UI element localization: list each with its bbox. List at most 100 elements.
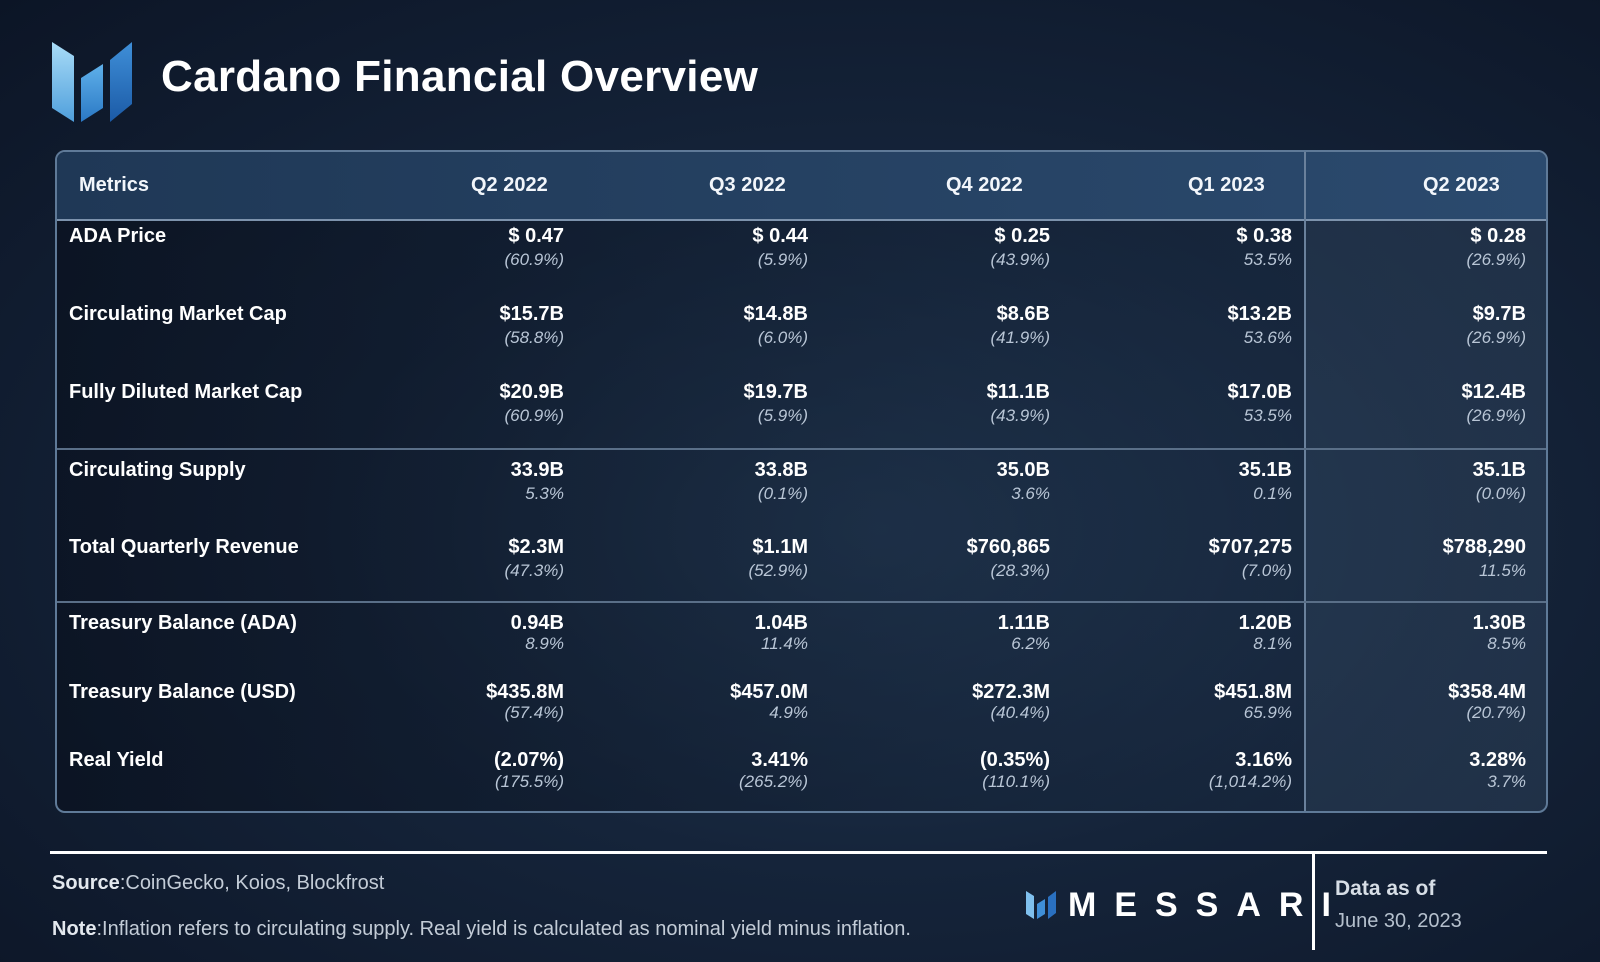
header-q2-2023: Q2 2023	[1423, 174, 1500, 196]
cell-value-q2-2022: $2.3M	[508, 536, 564, 558]
cell-value-q4-2022: $11.1B	[986, 381, 1050, 403]
cell-value-q4-2022: 35.0B	[996, 459, 1050, 481]
cell-change-q2-2022: 5.3%	[525, 484, 564, 503]
cell-value-q2-2022: $20.9B	[499, 381, 565, 403]
cell-change-q3-2022: (0.1%)	[757, 484, 808, 503]
highlight-column	[1306, 219, 1546, 811]
cell-value-q3-2022: 1.04B	[754, 612, 808, 634]
metric-label: Circulating Market Cap	[69, 303, 287, 325]
metric-label: Circulating Supply	[69, 459, 246, 481]
source-line: Source:CoinGecko, Koios, Blockfrost	[52, 872, 384, 895]
cell-change-q4-2022: (28.3%)	[990, 561, 1050, 580]
messari-logo-icon	[52, 42, 132, 122]
cell-value-q2-2023: 35.1B	[1472, 459, 1526, 481]
data-as-of-label: Data as of	[1335, 877, 1436, 900]
column-divider	[1304, 152, 1306, 811]
footer-divider	[50, 851, 1547, 854]
header-q4-2022: Q4 2022	[946, 174, 1023, 196]
header-q1-2023: Q1 2023	[1188, 174, 1265, 196]
cell-change-q2-2023: (26.9%)	[1466, 406, 1526, 425]
cell-value-q3-2022: $457.0M	[730, 681, 808, 703]
cell-value-q3-2022: $ 0.44	[752, 225, 808, 247]
cell-change-q1-2023: 65.9%	[1243, 703, 1292, 722]
cell-change-q2-2023: 11.5%	[1479, 561, 1526, 580]
cell-value-q1-2023: 1.20B	[1238, 612, 1292, 634]
cell-change-q2-2022: (60.9%)	[504, 250, 564, 269]
cell-change-q1-2023: 8.1%	[1253, 634, 1292, 653]
header-q2-2022: Q2 2022	[471, 174, 548, 196]
metric-label: Treasury Balance (USD)	[69, 681, 296, 703]
cell-value-q3-2022: 33.8B	[754, 459, 808, 481]
metric-label: Fully Diluted Market Cap	[69, 381, 303, 403]
cell-value-q2-2023: $9.7B	[1472, 303, 1526, 325]
cell-change-q3-2022: (265.2%)	[739, 772, 808, 791]
cell-value-q4-2022: 1.11B	[997, 612, 1050, 634]
cell-value-q1-2023: $451.8M	[1214, 681, 1292, 703]
cell-value-q3-2022: $1.1M	[752, 536, 808, 558]
cell-change-q2-2022: (58.8%)	[504, 328, 564, 347]
cell-value-q1-2023: $707,275	[1208, 536, 1292, 558]
cell-value-q2-2023: $12.4B	[1461, 381, 1527, 403]
cell-change-q3-2022: 4.9%	[769, 703, 808, 722]
cell-change-q2-2023: (20.7%)	[1466, 703, 1526, 722]
cell-value-q1-2023: $13.2B	[1227, 303, 1293, 325]
cell-change-q2-2023: (0.0%)	[1475, 484, 1526, 503]
messari-small-logo-icon	[1026, 891, 1056, 919]
cell-value-q2-2023: 3.28%	[1469, 749, 1526, 771]
cell-value-q2-2022: 0.94B	[510, 612, 564, 634]
cell-value-q2-2022: (2.07%)	[493, 749, 564, 771]
source-label: Source	[52, 872, 120, 894]
cell-change-q2-2022: (57.4%)	[504, 703, 564, 722]
cell-value-q2-2023: $ 0.28	[1470, 225, 1526, 247]
cell-value-q2-2022: $15.7B	[499, 303, 565, 325]
financial-table: Metrics Q2 2022 Q3 2022 Q4 2022 Q1 2023 …	[55, 150, 1548, 813]
cell-value-q2-2022: $ 0.47	[508, 225, 564, 247]
cell-change-q1-2023: 53.5%	[1243, 250, 1292, 269]
metric-label: Treasury Balance (ADA)	[69, 612, 297, 634]
cell-value-q3-2022: $19.7B	[743, 381, 809, 403]
cell-change-q4-2022: (41.9%)	[990, 328, 1050, 347]
header-q3-2022: Q3 2022	[709, 174, 786, 196]
cell-value-q2-2022: $435.8M	[486, 681, 564, 703]
cell-change-q2-2023: (26.9%)	[1466, 328, 1526, 347]
cell-change-q2-2022: (175.5%)	[495, 772, 564, 791]
cell-change-q2-2022: 8.9%	[525, 634, 564, 653]
cell-value-q4-2022: $272.3M	[972, 681, 1050, 703]
cell-change-q1-2023: (7.0%)	[1241, 561, 1292, 580]
data-as-of-date: June 30, 2023	[1335, 910, 1462, 932]
cell-change-q1-2023: 53.6%	[1243, 328, 1292, 347]
brand-wordmark: MESSARI	[1068, 886, 1349, 924]
note-label: Note	[52, 918, 97, 940]
group-divider	[57, 601, 1546, 603]
cell-change-q4-2022: (43.9%)	[990, 406, 1050, 425]
cell-change-q4-2022: (40.4%)	[990, 703, 1050, 722]
header-metrics: Metrics	[79, 174, 150, 196]
cell-change-q3-2022: (6.0%)	[757, 328, 808, 347]
source-text: :CoinGecko, Koios, Blockfrost	[119, 872, 385, 894]
cell-change-q3-2022: (52.9%)	[748, 561, 808, 580]
cell-value-q1-2023: 35.1B	[1238, 459, 1292, 481]
cell-value-q1-2023: $17.0B	[1227, 381, 1293, 403]
cell-change-q1-2023: 0.1%	[1253, 484, 1292, 503]
cell-change-q2-2022: (60.9%)	[504, 406, 564, 425]
cell-value-q2-2023: $788,290	[1442, 536, 1526, 558]
cell-change-q2-2023: 8.5%	[1487, 634, 1526, 653]
metric-label: ADA Price	[69, 225, 167, 247]
cell-change-q2-2023: (26.9%)	[1466, 250, 1526, 269]
cell-value-q4-2022: $ 0.25	[994, 225, 1050, 247]
cell-value-q2-2023: 1.30B	[1472, 612, 1526, 634]
cell-value-q1-2023: $ 0.38	[1236, 225, 1292, 247]
cell-value-q4-2022: $8.6B	[996, 303, 1050, 325]
page-title: Cardano Financial Overview	[161, 52, 759, 101]
cell-change-q1-2023: 53.5%	[1243, 406, 1292, 425]
note-line: Note:Inflation refers to circulating sup…	[52, 918, 911, 941]
cell-change-q3-2022: (5.9%)	[757, 406, 808, 425]
cell-value-q3-2022: $14.8B	[743, 303, 809, 325]
cell-value-q2-2023: $358.4M	[1448, 681, 1526, 703]
cell-value-q4-2022: $760,865	[966, 536, 1050, 558]
cell-value-q4-2022: (0.35%)	[979, 749, 1050, 771]
table-header: Metrics Q2 2022 Q3 2022 Q4 2022 Q1 2023 …	[57, 152, 1546, 221]
cell-change-q3-2022: (5.9%)	[757, 250, 808, 269]
cell-change-q1-2023: (1,014.2%)	[1208, 772, 1292, 791]
cell-change-q4-2022: 3.6%	[1011, 484, 1050, 503]
